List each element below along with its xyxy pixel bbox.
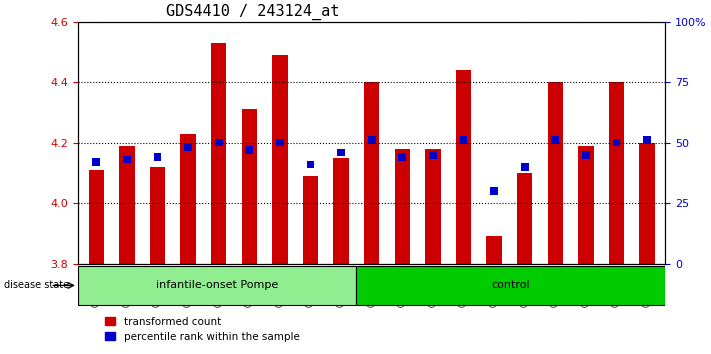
Bar bbox=[609, 82, 624, 264]
Bar bbox=[306, 161, 314, 168]
Bar bbox=[123, 156, 131, 164]
Legend: transformed count, percentile rank within the sample: transformed count, percentile rank withi… bbox=[101, 313, 304, 346]
Bar bbox=[89, 170, 104, 264]
Text: infantile-onset Pompe: infantile-onset Pompe bbox=[156, 280, 278, 290]
Bar bbox=[184, 144, 192, 151]
Bar bbox=[154, 153, 161, 161]
Bar bbox=[613, 139, 620, 147]
Bar bbox=[643, 137, 651, 144]
Bar bbox=[276, 139, 284, 147]
Bar bbox=[582, 151, 589, 159]
Bar bbox=[92, 158, 100, 166]
Bar bbox=[245, 146, 253, 154]
Bar bbox=[398, 153, 406, 161]
Bar bbox=[119, 146, 134, 264]
Bar bbox=[215, 139, 223, 147]
Bar bbox=[368, 137, 375, 144]
Bar bbox=[303, 176, 318, 264]
Bar bbox=[521, 163, 528, 171]
Bar bbox=[395, 149, 410, 264]
Bar bbox=[456, 70, 471, 264]
Bar bbox=[578, 146, 594, 264]
Bar bbox=[150, 167, 165, 264]
Bar bbox=[552, 137, 559, 144]
Bar bbox=[491, 187, 498, 195]
Bar bbox=[211, 43, 226, 264]
Bar bbox=[333, 158, 348, 264]
Text: control: control bbox=[491, 280, 530, 290]
Bar bbox=[460, 137, 467, 144]
Text: disease state: disease state bbox=[4, 280, 69, 290]
Bar bbox=[429, 151, 437, 159]
Bar bbox=[364, 82, 380, 264]
Bar bbox=[517, 173, 533, 264]
Text: GDS4410 / 243124_at: GDS4410 / 243124_at bbox=[166, 4, 339, 21]
Bar bbox=[547, 82, 563, 264]
Bar bbox=[639, 143, 655, 264]
Bar bbox=[337, 149, 345, 156]
Bar bbox=[272, 55, 287, 264]
Bar bbox=[356, 266, 665, 305]
Bar bbox=[486, 236, 502, 264]
Bar bbox=[181, 133, 196, 264]
Bar bbox=[242, 109, 257, 264]
Bar bbox=[78, 266, 356, 305]
Bar bbox=[425, 149, 441, 264]
